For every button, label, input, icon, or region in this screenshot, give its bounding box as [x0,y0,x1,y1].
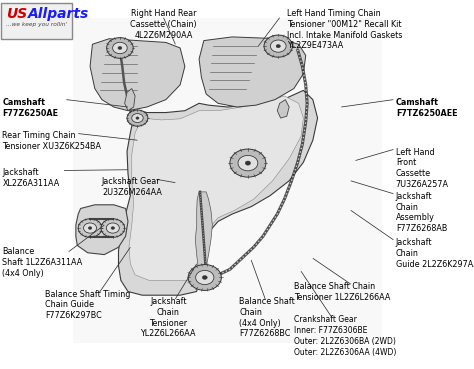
Polygon shape [277,100,289,118]
Text: Jackshaft
Chain
Tensioner
YL2Z6L266AA: Jackshaft Chain Tensioner YL2Z6L266AA [140,297,196,338]
Text: Crankshaft Gear
Inner: F77Z6306BE
Outer: 2L2Z6306BA (2WD)
Outer: 2L2Z6306AA (4WD: Crankshaft Gear Inner: F77Z6306BE Outer:… [294,315,396,357]
Polygon shape [129,96,303,280]
Text: Balance
Shaft 1L2Z6A311AA
(4x4 Only): Balance Shaft 1L2Z6A311AA (4x4 Only) [2,247,82,278]
Polygon shape [195,192,212,277]
Polygon shape [199,37,306,107]
Circle shape [127,110,148,126]
Text: Jackshaft
XL2Z6A311AA: Jackshaft XL2Z6A311AA [2,168,60,188]
Text: Balance Shaft Chain
Tensioner 1L2Z6L266AA: Balance Shaft Chain Tensioner 1L2Z6L266A… [294,282,390,302]
Text: Left Hand
Front
Cassette
7U3Z6A257A: Left Hand Front Cassette 7U3Z6A257A [396,148,449,189]
Text: Jackshaft Gear
2U3Z6M264AA: Jackshaft Gear 2U3Z6M264AA [102,177,162,197]
Circle shape [111,227,115,230]
Circle shape [106,223,119,233]
Circle shape [136,117,139,119]
Circle shape [238,155,258,171]
Circle shape [264,35,292,57]
Circle shape [132,114,143,123]
FancyBboxPatch shape [1,3,72,39]
Text: Jackshaft
Chain
Assembly
F77Z6268AB: Jackshaft Chain Assembly F77Z6268AB [396,192,447,233]
Circle shape [113,42,127,54]
Text: Camshaft
F77Z6250AE: Camshaft F77Z6250AE [2,98,58,118]
Text: US: US [6,7,27,21]
Circle shape [107,38,133,58]
Polygon shape [90,39,185,111]
Circle shape [118,46,122,49]
Circle shape [276,44,280,48]
Circle shape [83,223,97,233]
Circle shape [245,161,251,165]
Circle shape [230,149,266,177]
Circle shape [78,219,102,237]
Text: Balance Shaft Timing
Chain Guide
F77Z6K297BC: Balance Shaft Timing Chain Guide F77Z6K2… [45,290,130,320]
Text: Allparts: Allparts [27,7,89,21]
Circle shape [188,265,221,290]
Text: ...we keep you rollin': ...we keep you rollin' [6,22,67,27]
Text: Jackshaft
Chain
Guide 2L2Z6K297AA: Jackshaft Chain Guide 2L2Z6K297AA [396,238,474,269]
Circle shape [270,40,286,52]
Text: Balance Shaft
Chain
(4x4 Only)
F77Z6268BC: Balance Shaft Chain (4x4 Only) F77Z6268B… [239,297,295,338]
Polygon shape [125,89,135,111]
Text: Left Hand Timing Chain
Tensioner "00M12" Recall Kit
Incl. Intake Manifold Gasket: Left Hand Timing Chain Tensioner "00M12"… [287,9,402,51]
Circle shape [101,219,125,237]
Circle shape [196,270,214,284]
Circle shape [202,276,207,279]
Text: Camshaft
F7TZ6250AEE: Camshaft F7TZ6250AEE [396,98,457,118]
Polygon shape [118,90,318,295]
Text: Right Hand Rear
Cassette (Chain)
4L2Z6M290AA: Right Hand Rear Cassette (Chain) 4L2Z6M2… [130,9,197,40]
Text: Rear Timing Chain
Tensioner XU3Z6K254BA: Rear Timing Chain Tensioner XU3Z6K254BA [2,131,101,151]
Circle shape [88,227,92,230]
Polygon shape [76,205,128,255]
FancyBboxPatch shape [73,18,382,343]
